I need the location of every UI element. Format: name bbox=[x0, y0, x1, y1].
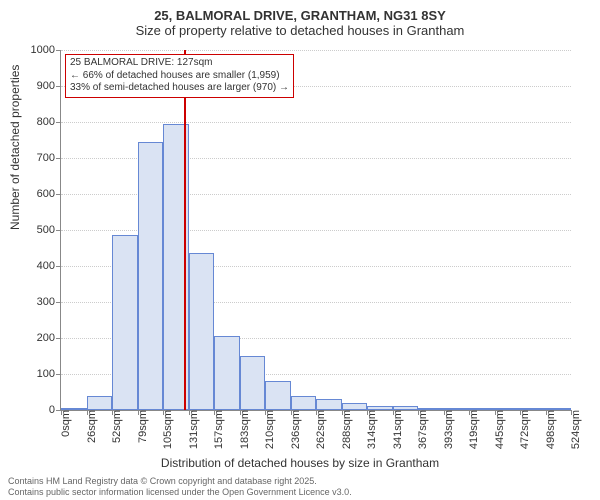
histogram-bar bbox=[393, 406, 419, 410]
x-tick-label: 262sqm bbox=[313, 410, 327, 449]
x-axis-label: Distribution of detached houses by size … bbox=[0, 456, 600, 470]
footer-line2: Contains public sector information licen… bbox=[8, 487, 352, 498]
histogram-bar bbox=[87, 396, 113, 410]
chart-container: 25, BALMORAL DRIVE, GRANTHAM, NG31 8SY S… bbox=[0, 0, 600, 500]
histogram-bar bbox=[520, 408, 546, 410]
chart-title-address: 25, BALMORAL DRIVE, GRANTHAM, NG31 8SY bbox=[0, 0, 600, 23]
annotation-line1: 25 BALMORAL DRIVE: 127sqm bbox=[70, 57, 289, 70]
grid-line bbox=[61, 122, 571, 123]
histogram-bar bbox=[495, 408, 521, 410]
x-tick-label: 105sqm bbox=[160, 410, 174, 449]
x-tick-label: 157sqm bbox=[211, 410, 225, 449]
x-tick-label: 445sqm bbox=[492, 410, 506, 449]
y-tick-label: 600 bbox=[37, 188, 61, 200]
x-tick-label: 498sqm bbox=[543, 410, 557, 449]
footer-line1: Contains HM Land Registry data © Crown c… bbox=[8, 476, 352, 487]
y-tick-label: 1000 bbox=[31, 44, 61, 56]
histogram-bar bbox=[316, 399, 342, 410]
histogram-bar bbox=[342, 403, 368, 410]
annotation-box: 25 BALMORAL DRIVE: 127sqm ← 66% of detac… bbox=[65, 54, 294, 98]
footer-attribution: Contains HM Land Registry data © Crown c… bbox=[8, 476, 352, 498]
x-tick-label: 79sqm bbox=[135, 410, 149, 443]
x-tick-label: 0sqm bbox=[58, 410, 72, 437]
histogram-bar bbox=[214, 336, 240, 410]
x-tick-label: 131sqm bbox=[186, 410, 200, 449]
histogram-bar bbox=[61, 408, 87, 410]
y-tick-label: 100 bbox=[37, 368, 61, 380]
y-tick-label: 900 bbox=[37, 80, 61, 92]
plot-area: 010020030040050060070080090010000sqm26sq… bbox=[60, 50, 571, 411]
histogram-bar bbox=[418, 408, 444, 410]
histogram-bar bbox=[546, 408, 572, 410]
x-tick-label: 288sqm bbox=[339, 410, 353, 449]
x-tick-label: 52sqm bbox=[109, 410, 123, 443]
histogram-bar bbox=[444, 408, 470, 410]
histogram-bar bbox=[367, 406, 393, 410]
histogram-bar bbox=[469, 408, 495, 410]
histogram-bar bbox=[112, 235, 138, 410]
y-tick-label: 500 bbox=[37, 224, 61, 236]
x-tick-label: 393sqm bbox=[441, 410, 455, 449]
x-tick-label: 367sqm bbox=[415, 410, 429, 449]
y-axis-label: Number of detached properties bbox=[8, 65, 22, 230]
chart-title-description: Size of property relative to detached ho… bbox=[0, 23, 600, 42]
x-tick-label: 183sqm bbox=[237, 410, 251, 449]
y-tick-label: 700 bbox=[37, 152, 61, 164]
annotation-line2: ← 66% of detached houses are smaller (1,… bbox=[70, 70, 289, 83]
histogram-bar bbox=[189, 253, 215, 410]
grid-line bbox=[61, 50, 571, 51]
x-tick-label: 236sqm bbox=[288, 410, 302, 449]
y-tick-label: 800 bbox=[37, 116, 61, 128]
histogram-bar bbox=[265, 381, 291, 410]
x-tick-label: 210sqm bbox=[262, 410, 276, 449]
y-tick-label: 400 bbox=[37, 260, 61, 272]
marker-line bbox=[184, 50, 186, 410]
x-tick-label: 314sqm bbox=[364, 410, 378, 449]
x-tick-label: 419sqm bbox=[466, 410, 480, 449]
x-tick-label: 472sqm bbox=[517, 410, 531, 449]
x-tick-label: 524sqm bbox=[568, 410, 582, 449]
x-tick-label: 341sqm bbox=[390, 410, 404, 449]
y-tick-label: 300 bbox=[37, 296, 61, 308]
x-tick-label: 26sqm bbox=[84, 410, 98, 443]
histogram-bar bbox=[138, 142, 164, 410]
histogram-bar bbox=[291, 396, 317, 410]
annotation-line3: 33% of semi-detached houses are larger (… bbox=[70, 82, 289, 95]
histogram-bar bbox=[240, 356, 266, 410]
y-tick-label: 200 bbox=[37, 332, 61, 344]
